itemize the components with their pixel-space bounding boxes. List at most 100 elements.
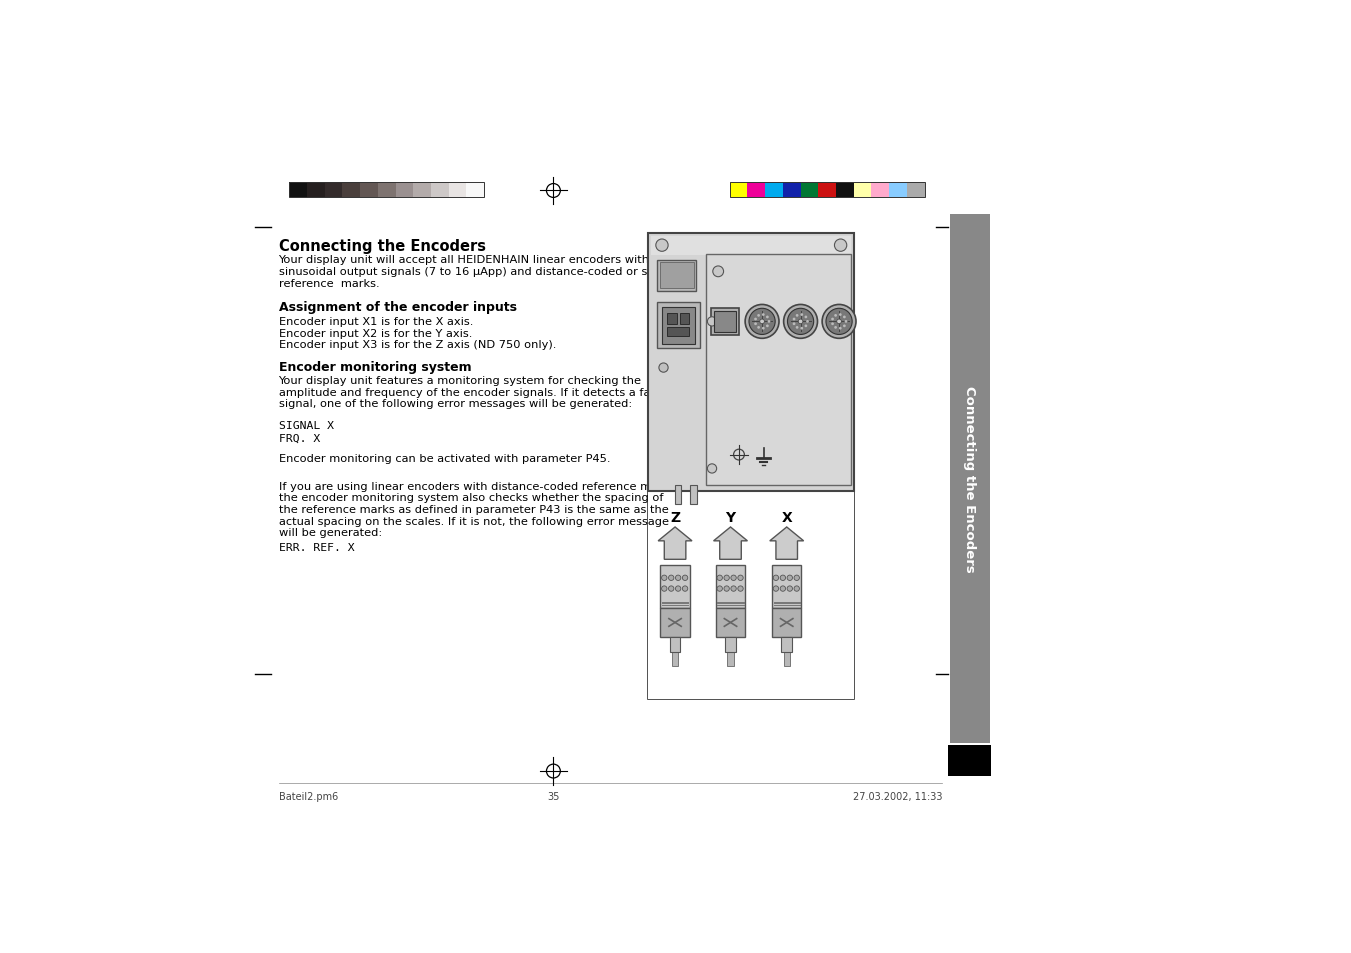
Circle shape [682, 586, 688, 592]
Bar [658, 303, 700, 349]
Circle shape [800, 314, 802, 316]
Text: Encoder monitoring can be activated with parameter P45.: Encoder monitoring can be activated with… [278, 454, 611, 463]
Circle shape [773, 586, 778, 592]
Bar [801, 183, 819, 197]
Circle shape [676, 576, 681, 581]
Circle shape [762, 328, 765, 331]
Bar [396, 183, 413, 197]
Circle shape [836, 320, 842, 324]
Bar [716, 608, 746, 638]
Bar [648, 233, 854, 491]
Circle shape [804, 325, 808, 328]
Circle shape [655, 240, 669, 252]
Bar [651, 236, 851, 256]
Bar [648, 491, 854, 699]
Bar [730, 183, 747, 197]
Bar [947, 745, 990, 776]
Bar [854, 183, 871, 197]
Circle shape [788, 309, 813, 335]
Circle shape [748, 309, 775, 335]
Circle shape [669, 576, 674, 581]
Bar [307, 183, 324, 197]
Bar [413, 183, 431, 197]
Circle shape [831, 318, 834, 321]
Circle shape [794, 586, 800, 592]
Bar [711, 308, 739, 335]
Bar [671, 653, 678, 667]
Circle shape [793, 318, 796, 321]
Bar [950, 214, 990, 743]
Circle shape [800, 328, 802, 331]
Circle shape [731, 586, 736, 592]
Text: If you are using linear encoders with distance-coded reference marks,
the encode: If you are using linear encoders with di… [278, 481, 678, 537]
Circle shape [724, 576, 730, 581]
Circle shape [796, 314, 798, 317]
Bar [648, 233, 854, 699]
Bar [782, 183, 801, 197]
Circle shape [757, 327, 761, 330]
Text: Your display unit features a monitoring system for checking the
amplitude and fr: Your display unit features a monitoring … [278, 375, 671, 409]
Bar [661, 566, 690, 608]
Circle shape [738, 576, 743, 581]
Bar [747, 183, 765, 197]
Text: X10: X10 [716, 297, 735, 308]
Bar [907, 183, 924, 197]
Circle shape [807, 320, 809, 323]
Circle shape [731, 576, 736, 581]
Text: Y: Y [725, 511, 735, 524]
Bar [680, 314, 689, 324]
Circle shape [708, 317, 716, 327]
Circle shape [780, 576, 785, 581]
Circle shape [780, 586, 785, 592]
Polygon shape [658, 527, 692, 559]
Bar [667, 314, 677, 324]
Circle shape [757, 314, 761, 317]
Bar [784, 653, 790, 667]
Bar [727, 653, 734, 667]
Bar [705, 255, 851, 486]
Bar [289, 183, 484, 197]
Circle shape [788, 576, 793, 581]
Bar [661, 608, 690, 638]
Text: SIGNAL X: SIGNAL X [278, 420, 334, 431]
Polygon shape [770, 527, 804, 559]
Polygon shape [713, 527, 747, 559]
Circle shape [767, 320, 770, 323]
Bar [819, 183, 836, 197]
Text: Connecting the Encoders: Connecting the Encoders [963, 386, 977, 572]
Circle shape [839, 314, 842, 316]
Circle shape [754, 318, 757, 321]
Circle shape [662, 586, 667, 592]
Bar [431, 183, 449, 197]
Circle shape [835, 240, 847, 252]
Circle shape [825, 309, 852, 335]
Text: Connecting the Encoders: Connecting the Encoders [278, 239, 485, 253]
Text: X2: X2 [794, 297, 807, 308]
Text: FRQ. X: FRQ. X [278, 433, 320, 443]
Text: X3: X3 [755, 297, 769, 308]
Circle shape [766, 325, 769, 328]
Text: X: X [781, 511, 792, 524]
Circle shape [794, 576, 800, 581]
Bar [658, 260, 696, 292]
Circle shape [708, 464, 716, 474]
Circle shape [784, 305, 817, 339]
Bar [771, 608, 801, 638]
Circle shape [724, 586, 730, 592]
Text: 35: 35 [955, 751, 984, 770]
Bar [771, 566, 801, 608]
Bar [871, 183, 889, 197]
Bar [765, 183, 782, 197]
Circle shape [759, 320, 765, 324]
Circle shape [844, 320, 847, 323]
Bar [289, 183, 307, 197]
Circle shape [798, 320, 802, 324]
Text: X1: X1 [832, 297, 846, 308]
Circle shape [669, 586, 674, 592]
Text: Encoder input X1 is for the X axis.
Encoder input X2 is for the Y axis.
Encoder : Encoder input X1 is for the X axis. Enco… [278, 316, 555, 350]
Text: Assignment of the encoder inputs: Assignment of the encoder inputs [278, 300, 516, 314]
Text: ERR. REF. X: ERR. REF. X [278, 543, 354, 553]
Bar [662, 308, 694, 344]
Circle shape [773, 576, 778, 581]
Circle shape [738, 586, 743, 592]
